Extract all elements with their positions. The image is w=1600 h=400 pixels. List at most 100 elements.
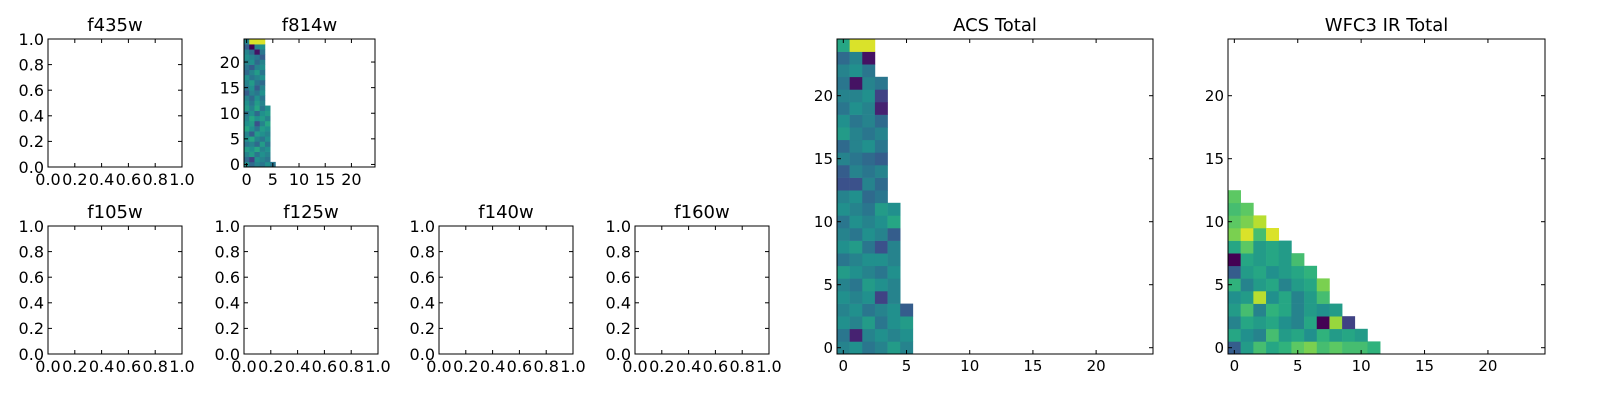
- chart-panel-0: 0.0 0.2 0.4 0.6 0.8 1.00.00.20.40.60.81.0f435…: [19, 15, 195, 189]
- heatmap-cell: [249, 59, 255, 65]
- y-tick-label: 1.0: [19, 217, 44, 236]
- y-tick-label: 0: [1214, 339, 1224, 357]
- heatmap-cell: [1240, 265, 1254, 279]
- heatmap-cell: [849, 139, 863, 153]
- heatmap-cell: [874, 127, 888, 141]
- heatmap-cell: [1291, 341, 1305, 355]
- heatmap-cell: [254, 39, 261, 45]
- heatmap-cell: [259, 151, 266, 158]
- heatmap-cell: [1253, 316, 1267, 330]
- heatmap-cell: [862, 190, 876, 204]
- heatmap-cell: [1278, 291, 1292, 304]
- heatmap-cell: [264, 146, 271, 152]
- heatmap-cell: [264, 136, 271, 142]
- x-tick-label: 0.8: [729, 357, 754, 376]
- heatmap-cell: [249, 161, 255, 168]
- heatmap-cell: [887, 265, 901, 279]
- heatmap-cell: [1354, 341, 1368, 355]
- heatmap-cell: [259, 156, 266, 163]
- heatmap-cell: [259, 115, 266, 122]
- heatmap-cell: [862, 328, 876, 342]
- heatmap-cell: [862, 64, 876, 78]
- heatmap-cell: [837, 303, 850, 317]
- heatmap-cell: [862, 215, 876, 229]
- heatmap-cell: [874, 316, 888, 330]
- y-tick-label: 20: [814, 87, 833, 105]
- heatmap-cell: [1228, 328, 1241, 342]
- heatmap-cell: [1278, 341, 1292, 355]
- x-tick-label: 1.0: [169, 170, 194, 189]
- heatmap-cell: [249, 105, 255, 111]
- heatmap-cell: [1228, 291, 1241, 304]
- heatmap-cell: [1304, 303, 1318, 317]
- heatmap-cell: [1316, 291, 1330, 304]
- heatmap-cell: [1240, 215, 1254, 229]
- heatmap-cell: [1304, 278, 1318, 292]
- y-tick-label: 5: [823, 276, 833, 294]
- heatmap-cell: [1278, 316, 1292, 330]
- heatmap-cell: [887, 253, 901, 267]
- y-tick-label: 5: [230, 130, 240, 149]
- heatmap-cell: [874, 190, 888, 204]
- heatmap-cell: [244, 69, 250, 76]
- heatmap-cell: [1291, 253, 1305, 267]
- heatmap-cell: [1316, 303, 1330, 317]
- heatmap-cell: [264, 120, 271, 127]
- heatmap-cell: [244, 74, 250, 81]
- heatmap-cell: [1266, 240, 1280, 254]
- heatmap-cell: [1240, 240, 1254, 254]
- heatmap-cell: [874, 341, 888, 355]
- heatmap-cell: [1253, 265, 1267, 279]
- x-tick-label: 0: [1230, 357, 1240, 375]
- heatmap-cell: [849, 215, 863, 229]
- heatmap-cell: [259, 126, 266, 132]
- heatmap-cell: [849, 89, 863, 103]
- x-tick-label: 0.0: [231, 357, 256, 376]
- x-tick-label: 1.0: [560, 357, 585, 376]
- heatmap-cell: [1228, 253, 1241, 267]
- heatmap-cell: [874, 177, 888, 191]
- heatmap-cell: [254, 110, 261, 117]
- heatmap-cell: [874, 265, 888, 279]
- heatmap-cell: [1266, 253, 1280, 267]
- heatmap-cell: [849, 303, 863, 317]
- x-tick-label: 15: [315, 170, 335, 189]
- heatmap-cell: [862, 202, 876, 216]
- heatmap-cell: [1304, 265, 1318, 279]
- x-tick-label: 0: [839, 357, 849, 375]
- heatmap-cell: [254, 131, 261, 137]
- x-tick-label: 10: [1352, 357, 1371, 375]
- x-tick-label: 5: [1293, 357, 1303, 375]
- heatmap-cell: [837, 76, 850, 90]
- heatmap-cell: [849, 278, 863, 292]
- y-tick-label: 0.2: [215, 319, 240, 338]
- heatmap-cell: [862, 177, 876, 191]
- heatmap-cell: [254, 69, 261, 76]
- heatmap-cell: [1240, 341, 1254, 355]
- heatmap-cell: [249, 131, 255, 137]
- heatmap-cell: [874, 114, 888, 128]
- y-tick-label: 0.4: [606, 294, 631, 313]
- heatmap-cell: [1304, 316, 1318, 330]
- heatmap-cell: [874, 240, 888, 254]
- heatmap-cell: [1266, 341, 1280, 355]
- heatmap-cell: [837, 177, 850, 191]
- heatmap-cell: [254, 115, 261, 122]
- heatmap-cell: [1291, 328, 1305, 342]
- heatmap-cell: [1278, 253, 1292, 267]
- heatmap-cell: [249, 136, 255, 142]
- heatmap-cell: [249, 39, 255, 45]
- heatmap-cell: [1266, 303, 1280, 317]
- heatmap-cell: [259, 54, 266, 60]
- heatmap-cell: [837, 278, 850, 292]
- y-tick-label: 0.6: [19, 268, 44, 287]
- heatmap-cell: [849, 114, 863, 128]
- heatmap-cell: [1304, 341, 1318, 355]
- heatmap-cell: [837, 89, 850, 103]
- heatmap-cell: [874, 253, 888, 267]
- x-tick-label: 0.8: [142, 170, 167, 189]
- heatmap-cell: [244, 54, 250, 60]
- heatmap-cell: [254, 95, 261, 101]
- x-tick-label: 10: [960, 357, 979, 375]
